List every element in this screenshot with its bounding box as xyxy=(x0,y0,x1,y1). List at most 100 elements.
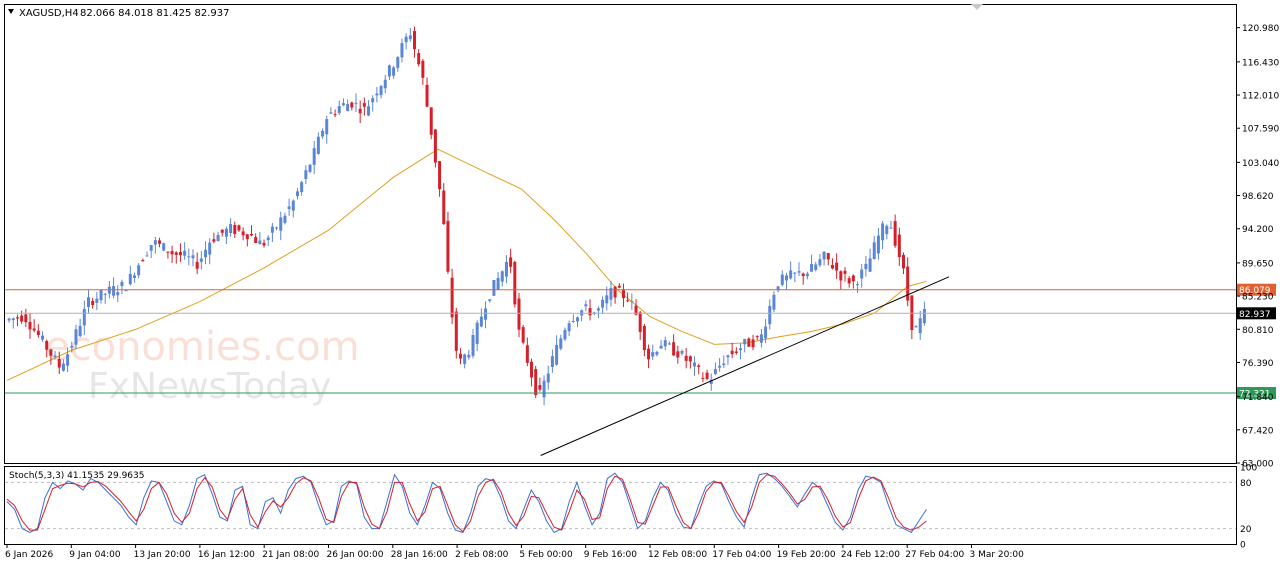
time-tick-label: 27 Feb 04:00 xyxy=(905,550,964,560)
oscillator-pane-frame xyxy=(4,466,1237,545)
candle-bull xyxy=(95,298,99,303)
candle-bear xyxy=(170,251,174,255)
candle-bear xyxy=(638,312,642,332)
candle-bull xyxy=(66,354,70,366)
candle-bull xyxy=(116,292,120,296)
candle-bull xyxy=(153,240,157,245)
candle-bear xyxy=(195,261,199,269)
candle-bull xyxy=(132,275,136,278)
candle-bull xyxy=(559,338,563,349)
candle-bull xyxy=(325,119,329,135)
candle-bear xyxy=(362,103,366,107)
candle-bull xyxy=(567,323,571,332)
candle-bull xyxy=(492,280,496,296)
candle-bear xyxy=(621,290,625,299)
price-tick-label: 89.650 xyxy=(1242,259,1274,269)
candle-bull xyxy=(922,309,926,324)
candle-bear xyxy=(237,225,241,231)
candle-bull xyxy=(120,281,124,287)
candle-bull xyxy=(53,355,57,358)
price-tick-label: 116.430 xyxy=(1242,58,1279,68)
candle-bull xyxy=(346,104,350,112)
candle-bull xyxy=(918,318,922,334)
candle-bull xyxy=(11,318,15,321)
candle-bull xyxy=(367,106,371,116)
candle-bull xyxy=(764,326,768,339)
candle-bear xyxy=(734,351,738,353)
candle-bull xyxy=(41,335,45,340)
candle-bull xyxy=(199,258,203,262)
candle-bull xyxy=(99,289,103,301)
moving-average-line xyxy=(6,148,927,381)
candle-bull xyxy=(404,36,408,43)
candle-bear xyxy=(454,311,458,351)
candle-bull xyxy=(375,93,379,96)
candle-bull xyxy=(204,249,208,258)
candle-bull xyxy=(601,299,605,308)
dropdown-triangle-icon[interactable] xyxy=(8,9,14,14)
candle-bull xyxy=(739,348,743,351)
candle-bear xyxy=(530,361,534,378)
candle-bull xyxy=(822,251,826,260)
price-tick-label: 85.230 xyxy=(1242,293,1274,303)
time-tick-label: 5 Feb 00:00 xyxy=(519,550,573,560)
candle-bear xyxy=(626,300,630,302)
candle-bear xyxy=(49,349,53,356)
candle-bear xyxy=(642,325,646,351)
watermark-line2: FxNewsToday xyxy=(88,366,331,407)
stoch-tick-label: 20 xyxy=(1240,525,1252,535)
candle-bear xyxy=(254,237,258,243)
time-tick-label: 16 Jan 12:00 xyxy=(198,550,255,560)
candle-bull xyxy=(814,264,818,270)
candle-bull xyxy=(112,286,116,296)
candle-bear xyxy=(839,271,843,281)
candle-bull xyxy=(392,67,396,76)
candle-bull xyxy=(667,343,671,345)
candle-bear xyxy=(847,278,851,284)
candle-bear xyxy=(835,262,839,271)
candle-bull xyxy=(713,369,717,374)
candle-bear xyxy=(262,242,266,246)
time-tick-label: 9 Feb 16:00 xyxy=(584,550,638,560)
candle-bear xyxy=(433,129,437,163)
candle-bear xyxy=(910,295,914,330)
candle-bull xyxy=(7,318,11,321)
candle-bull xyxy=(546,373,550,383)
trendline xyxy=(540,276,950,456)
candle-bear xyxy=(141,260,145,262)
candle-bull xyxy=(663,340,667,347)
candle-bear xyxy=(588,308,592,316)
candle-bull xyxy=(488,299,492,301)
time-tick-label: 21 Jan 08:00 xyxy=(262,550,319,560)
time-tick-label: 28 Jan 16:00 xyxy=(391,550,448,560)
candle-bull xyxy=(383,79,387,89)
candle-bull xyxy=(914,326,918,328)
candle-bull xyxy=(124,290,128,292)
candle-bull xyxy=(270,226,274,233)
stoch-tick-label: 0 xyxy=(1240,541,1246,551)
candle-bear xyxy=(701,377,705,379)
candle-bull xyxy=(818,259,822,266)
support-label: 72.321 xyxy=(1239,390,1271,400)
candle-bear xyxy=(32,328,36,331)
candle-bull xyxy=(396,57,400,68)
candle-bear xyxy=(429,107,433,135)
candle-bull xyxy=(329,112,333,114)
candle-bear xyxy=(413,31,417,50)
moving-average-layer xyxy=(6,148,927,381)
candle-bull xyxy=(291,200,295,211)
candle-bear xyxy=(705,372,709,379)
candle-bear xyxy=(634,305,638,315)
candle-bear xyxy=(672,342,676,356)
candle-bull xyxy=(78,325,82,337)
chart-shift-marker-icon[interactable] xyxy=(971,4,983,10)
candle-bull xyxy=(872,242,876,259)
candle-bull xyxy=(300,182,304,193)
candle-bull xyxy=(287,206,291,209)
candle-bull xyxy=(885,225,889,235)
candle-bear xyxy=(425,84,429,107)
candle-bear xyxy=(906,266,910,301)
candle-bear xyxy=(442,190,446,225)
candle-bull xyxy=(400,43,404,58)
